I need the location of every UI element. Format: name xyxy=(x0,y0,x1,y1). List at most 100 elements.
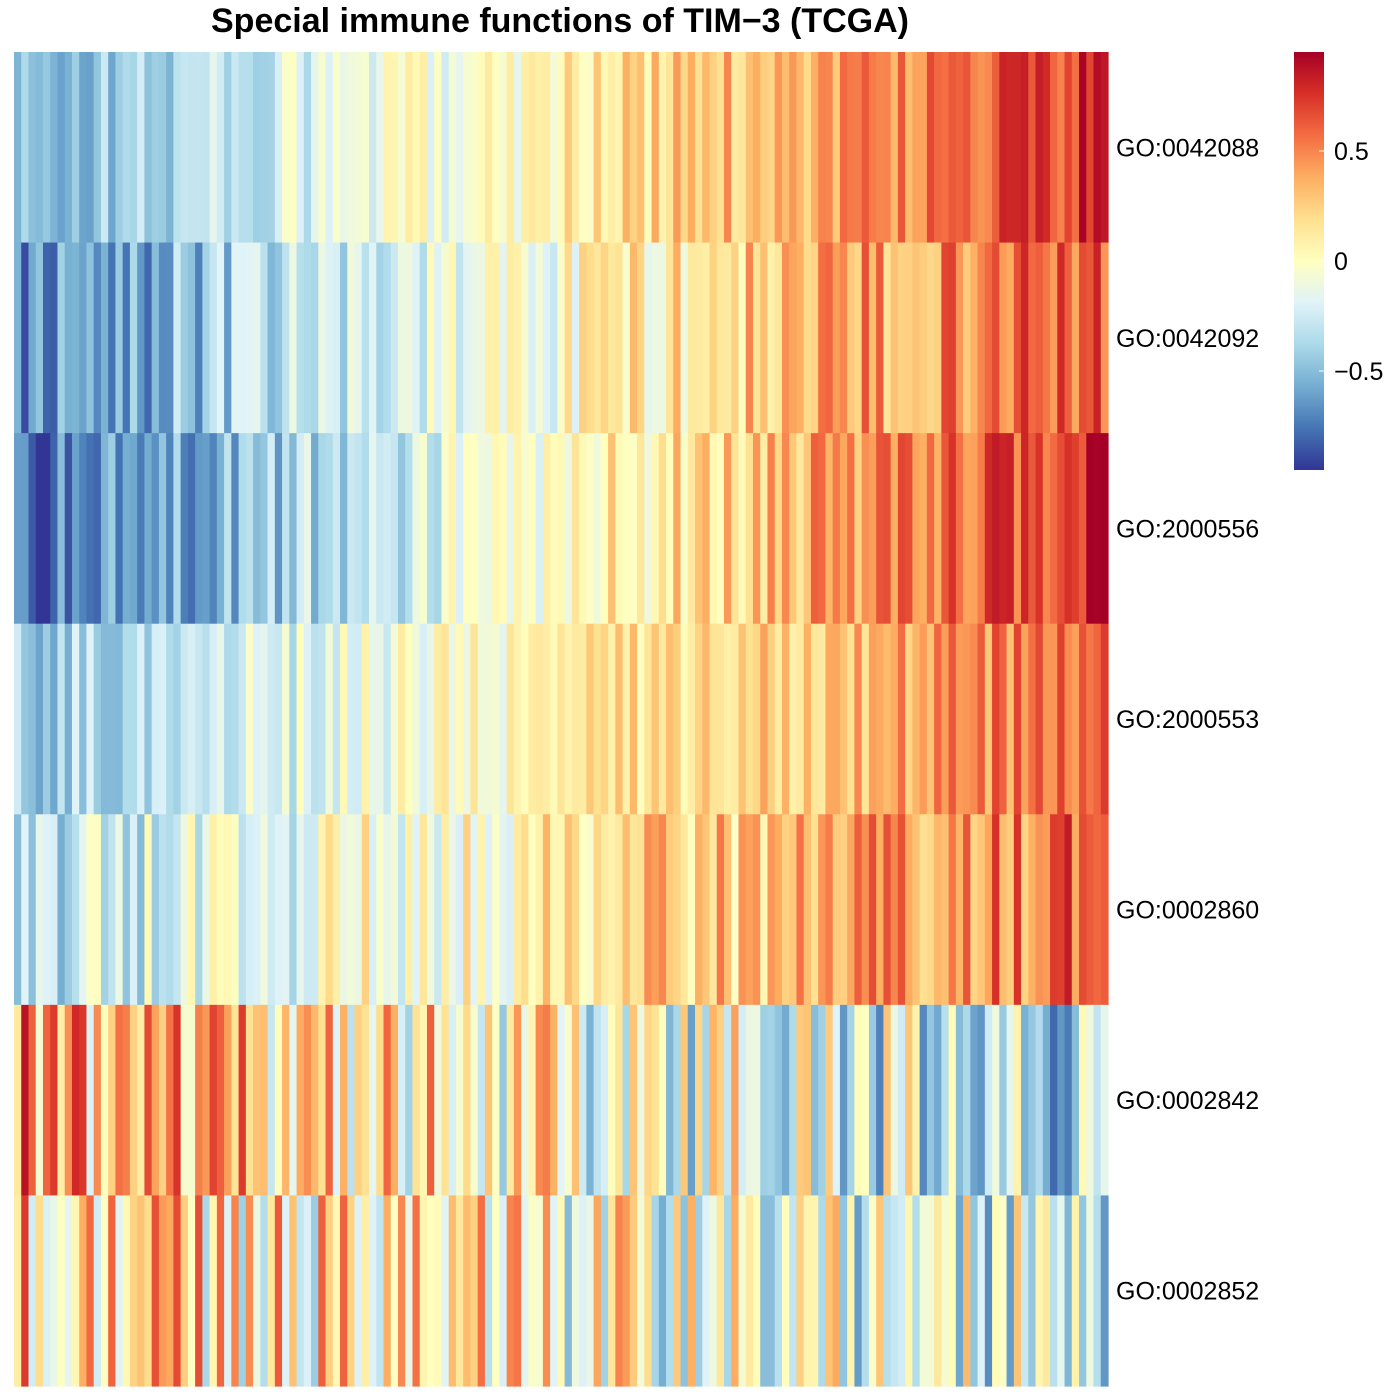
heatmap-cell xyxy=(419,433,428,625)
heatmap-cell xyxy=(803,623,812,815)
heatmap-cell xyxy=(1064,623,1073,815)
heatmap-cell xyxy=(564,52,573,244)
heatmap-cell xyxy=(1050,242,1058,434)
heatmap-cell xyxy=(839,623,848,815)
heatmap-cell xyxy=(695,1195,703,1387)
heatmap-cell xyxy=(687,52,696,244)
heatmap-cell xyxy=(847,1004,856,1197)
heatmap-cell xyxy=(615,242,624,434)
heatmap-cell xyxy=(752,1004,761,1197)
heatmap-cell xyxy=(513,52,522,244)
heatmap-cell xyxy=(216,1004,225,1197)
heatmap-cell xyxy=(35,623,44,815)
heatmap-cell xyxy=(1057,433,1066,625)
heatmap-cell xyxy=(282,814,290,1006)
heatmap-cell xyxy=(803,814,812,1006)
heatmap-cell xyxy=(397,814,406,1006)
heatmap-cell xyxy=(21,623,30,815)
heatmap-cell xyxy=(383,814,392,1006)
heatmap-cell xyxy=(311,433,319,625)
heatmap-cell xyxy=(919,814,928,1006)
heatmap-cell xyxy=(506,623,515,815)
heatmap-cell xyxy=(477,433,486,625)
heatmap-cell xyxy=(1028,433,1037,625)
heatmap-cell xyxy=(1100,1195,1109,1387)
heatmap-cell xyxy=(941,52,950,244)
heatmap-cell xyxy=(289,623,298,815)
heatmap-cell xyxy=(245,623,254,815)
heatmap-cell xyxy=(245,52,254,244)
heatmap-cell xyxy=(579,623,587,815)
heatmap-cell xyxy=(484,623,493,815)
heatmap-cell xyxy=(810,1195,819,1387)
heatmap-cell xyxy=(535,433,544,625)
heatmap-cell xyxy=(934,1195,942,1387)
heatmap-cell xyxy=(550,1004,558,1197)
heatmap-cell xyxy=(434,814,443,1006)
heatmap-cell xyxy=(1057,1004,1066,1197)
heatmap-cell xyxy=(992,242,1000,434)
heatmap-cell xyxy=(369,814,377,1006)
heatmap-cell xyxy=(897,623,906,815)
heatmap-cell xyxy=(180,1195,189,1387)
heatmap-cell xyxy=(731,242,740,434)
heatmap-cell xyxy=(426,242,435,434)
row-label: GO:0042092 xyxy=(1116,325,1259,353)
heatmap-cell xyxy=(296,1004,305,1197)
heatmap-cell xyxy=(499,814,508,1006)
heatmap-cell xyxy=(977,623,986,815)
heatmap-cell xyxy=(303,52,312,244)
heatmap-cell xyxy=(260,814,269,1006)
heatmap-cell xyxy=(1042,1004,1051,1197)
heatmap-cell xyxy=(666,623,674,815)
heatmap-cell xyxy=(934,623,942,815)
heatmap-cell xyxy=(1093,52,1102,244)
heatmap-cell xyxy=(926,1004,935,1197)
heatmap-cell xyxy=(847,52,856,244)
heatmap-cell xyxy=(745,52,754,244)
heatmap-cell xyxy=(1021,52,1029,244)
heatmap-cell xyxy=(195,433,203,625)
heatmap-cell xyxy=(419,52,428,244)
heatmap-cell xyxy=(50,623,59,815)
heatmap-cell xyxy=(724,52,732,244)
heatmap-cell xyxy=(803,52,812,244)
heatmap-cell xyxy=(1079,623,1087,815)
heatmap-cell xyxy=(557,433,566,625)
heatmap-cell xyxy=(731,1195,740,1387)
heatmap-cell xyxy=(144,1004,153,1197)
heatmap-cell xyxy=(64,1004,73,1197)
heatmap-cell xyxy=(180,814,189,1006)
heatmap-cell xyxy=(448,814,457,1006)
heatmap-cell xyxy=(702,52,711,244)
heatmap-cell xyxy=(151,242,160,434)
heatmap-cell xyxy=(934,433,942,625)
heatmap-cell xyxy=(267,242,276,434)
heatmap-cell xyxy=(1021,433,1029,625)
heatmap-cell xyxy=(724,1004,732,1197)
heatmap-cell xyxy=(64,814,73,1006)
heatmap-cell xyxy=(1042,1195,1051,1387)
heatmap-cell xyxy=(369,433,377,625)
heatmap-cell xyxy=(100,433,109,625)
heatmap-cell xyxy=(115,1004,124,1197)
heatmap-cell xyxy=(441,52,450,244)
heatmap-cell xyxy=(687,623,696,815)
heatmap-cell xyxy=(600,433,609,625)
heatmap-cell xyxy=(832,623,841,815)
heatmap-cell xyxy=(448,52,457,244)
heatmap-cell xyxy=(984,1195,993,1387)
heatmap-cell xyxy=(810,52,819,244)
heatmap-cell xyxy=(137,623,146,815)
heatmap-cell xyxy=(245,814,254,1006)
heatmap-cell xyxy=(1071,814,1080,1006)
heatmap-cell xyxy=(57,814,66,1006)
heatmap-cell xyxy=(716,52,725,244)
heatmap-cell xyxy=(253,1004,261,1197)
heatmap-cell xyxy=(187,814,196,1006)
heatmap-cell xyxy=(100,1195,109,1387)
heatmap-cell xyxy=(608,814,616,1006)
heatmap-cell xyxy=(658,242,667,434)
heatmap-cell xyxy=(752,1195,761,1387)
heatmap-cell xyxy=(716,242,725,434)
